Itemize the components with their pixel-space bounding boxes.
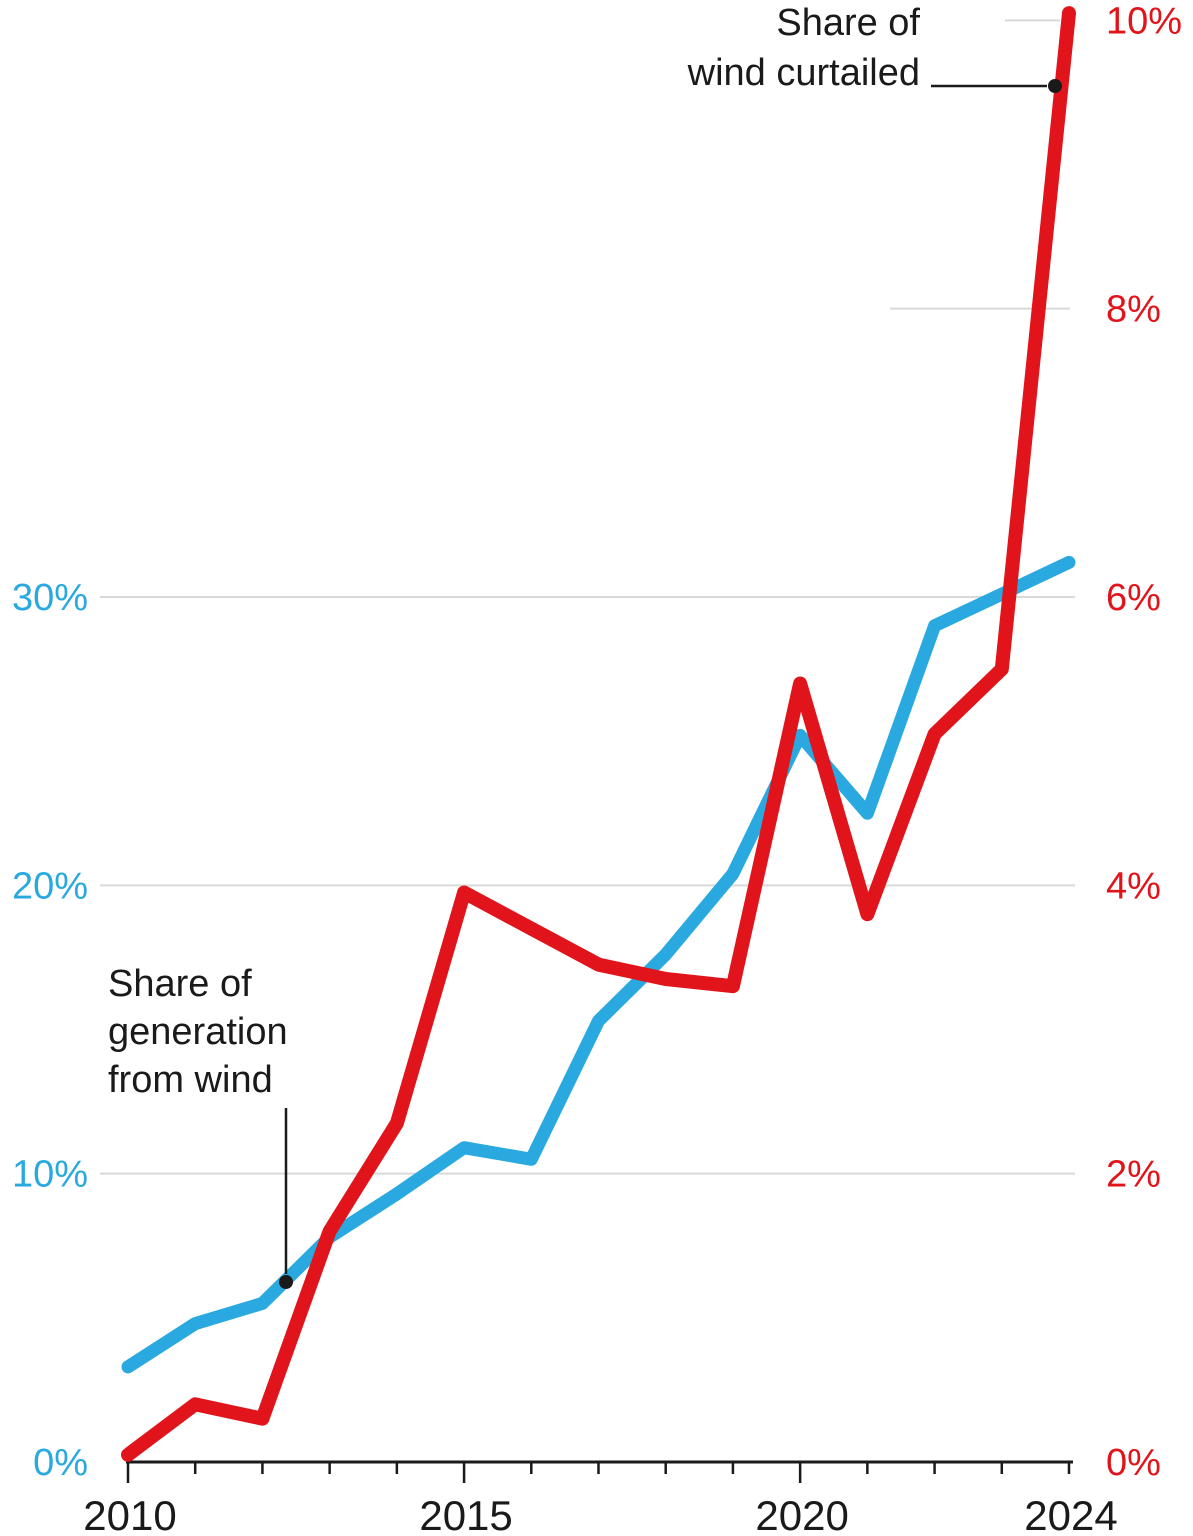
wind-generation-label: Share of (108, 963, 252, 1005)
right-axis-tick-label: 10% (1106, 0, 1182, 42)
left-axis-tick-label: 0% (33, 1442, 88, 1484)
x-axis-year-label: 2020 (755, 1492, 848, 1536)
wind-curtailed-line (121, 6, 1076, 1462)
wind-curtailed-label: Share of (776, 2, 920, 44)
x-axis-year-label: 2024 (1024, 1492, 1117, 1536)
right-axis-tick-label: 0% (1106, 1442, 1161, 1484)
annotation-pointer-dot (279, 1275, 293, 1289)
right-axis-tick-label: 4% (1106, 865, 1161, 907)
left-axis-tick-label: 10% (12, 1154, 88, 1196)
x-axis-year-label: 2015 (419, 1492, 512, 1536)
x-axis-year-label: 2010 (83, 1492, 176, 1536)
right-axis-tick-label: 6% (1106, 577, 1161, 619)
left-axis-tick-label: 20% (12, 865, 88, 907)
annotation-pointer-dot (1048, 79, 1062, 93)
wind-curtailed-label: wind curtailed (687, 52, 920, 94)
wind-generation-label: generation (108, 1011, 288, 1053)
left-axis-tick-label: 30% (12, 577, 88, 619)
right-axis-tick-label: 8% (1106, 289, 1161, 331)
wind-generation-label: from wind (108, 1059, 273, 1101)
right-axis-tick-label: 2% (1106, 1154, 1161, 1196)
